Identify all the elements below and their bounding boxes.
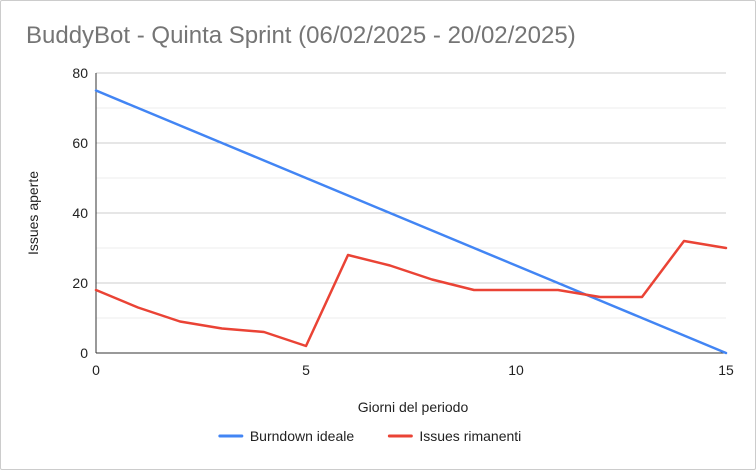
series-line-2 — [94, 239, 728, 348]
y-tick-label: 40 — [72, 205, 88, 221]
y-tick-label: 60 — [72, 135, 88, 151]
legend-label-2: Issues rimanenti — [419, 428, 521, 444]
x-tick-labels: 0 5 10 15 — [92, 362, 734, 378]
legend-label-1: Burndown ideale — [250, 428, 355, 444]
x-tick-label: 5 — [302, 362, 310, 378]
x-tick-label: 15 — [718, 362, 734, 378]
y-tick-label: 80 — [72, 65, 88, 81]
x-tick-label: 10 — [508, 362, 524, 378]
y-tick-labels: 0 20 40 60 80 — [72, 65, 88, 361]
y-axis-title: Issues aperte — [25, 171, 41, 255]
axes — [95, 73, 726, 354]
x-axis-title: Giorni del periodo — [358, 399, 469, 415]
series-lines — [94, 89, 728, 355]
legend: Burndown ideale Issues rimanenti — [218, 428, 521, 444]
series-line-1 — [94, 89, 728, 355]
y-tick-label: 0 — [80, 345, 88, 361]
gridlines — [96, 72, 726, 319]
x-tick-label: 0 — [92, 362, 100, 378]
y-tick-label: 20 — [72, 275, 88, 291]
chart-title: BuddyBot - Quinta Sprint (06/02/2025 - 2… — [26, 22, 576, 49]
